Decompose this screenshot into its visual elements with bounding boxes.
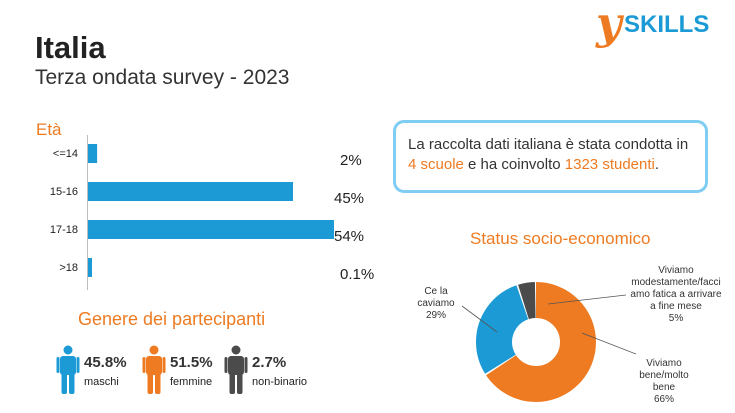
gender-pct-male: 45.8%: [84, 354, 127, 371]
age-bar: [88, 182, 293, 201]
info-text-3: .: [654, 156, 660, 173]
age-category-label: >18: [59, 262, 78, 274]
age-category-label: <=14: [53, 148, 78, 160]
info-text-2: e ha coinvolto: [463, 156, 565, 173]
age-chart-title: Età: [36, 120, 62, 139]
page-subtitle: Terza ondata survey - 2023: [35, 66, 290, 89]
age-value-label: 0.1%: [340, 266, 374, 283]
gender-pct-nonbinary: 2.7%: [252, 354, 287, 371]
age-category-label: 17-18: [50, 224, 78, 236]
age-bar: [88, 258, 92, 277]
donut-leader-line: [581, 332, 637, 355]
age-category-label: 15-16: [50, 186, 78, 198]
nonbinary-person-icon: [224, 345, 248, 394]
age-bar-chart: <=14 2% 15-16 45% 17-18 54% >18 0.1%: [50, 135, 374, 290]
female-person-icon: [142, 345, 166, 394]
yskills-logo: y SKILLS: [592, 0, 722, 60]
donut-label-ok: Ce la caviamo 29%: [417, 286, 455, 321]
donut-label-struggle: Viviamo modestamente/facci amo fatica a ar…: [630, 265, 722, 324]
gender-label-male: maschi: [84, 376, 119, 388]
logo-text: SKILLS: [624, 11, 710, 38]
logo-y: y: [596, 0, 622, 49]
donut-leader-line: [547, 294, 627, 305]
gender-label-nonbinary: non-binario: [252, 376, 308, 388]
gender-heading: Genere dei partecipanti: [78, 309, 266, 329]
gender-pct-female: 51.5%: [170, 354, 213, 371]
age-value-label: 54%: [334, 228, 364, 245]
info-highlight-students: 1323 studenti: [564, 156, 655, 173]
age-value-label: 2%: [340, 152, 362, 169]
status-donut-chart: Viviamo bene/molto bene 66% Ce la caviamo 29% V…: [417, 265, 722, 405]
donut-label-good: Viviamo bene/molto bene 66%: [639, 358, 689, 405]
page-title: Italia: [35, 30, 106, 65]
info-box: La raccolta dati italiana è stata condot…: [393, 120, 708, 193]
male-person-icon: [56, 345, 80, 394]
donut-slice: [476, 282, 596, 402]
donut-slices: [476, 282, 596, 402]
status-chart-title: Status socio-economico: [470, 229, 651, 248]
age-bar: [88, 220, 334, 239]
donut-slice: [476, 282, 596, 402]
donut-leader-line: [461, 305, 498, 333]
info-text-1: La raccolta dati italiana è stata condot…: [408, 136, 689, 153]
age-value-label: 45%: [334, 190, 364, 207]
age-bar: [88, 144, 98, 163]
gender-label-female: femmine: [170, 376, 213, 388]
info-highlight-schools: 4 scuole: [408, 156, 464, 173]
